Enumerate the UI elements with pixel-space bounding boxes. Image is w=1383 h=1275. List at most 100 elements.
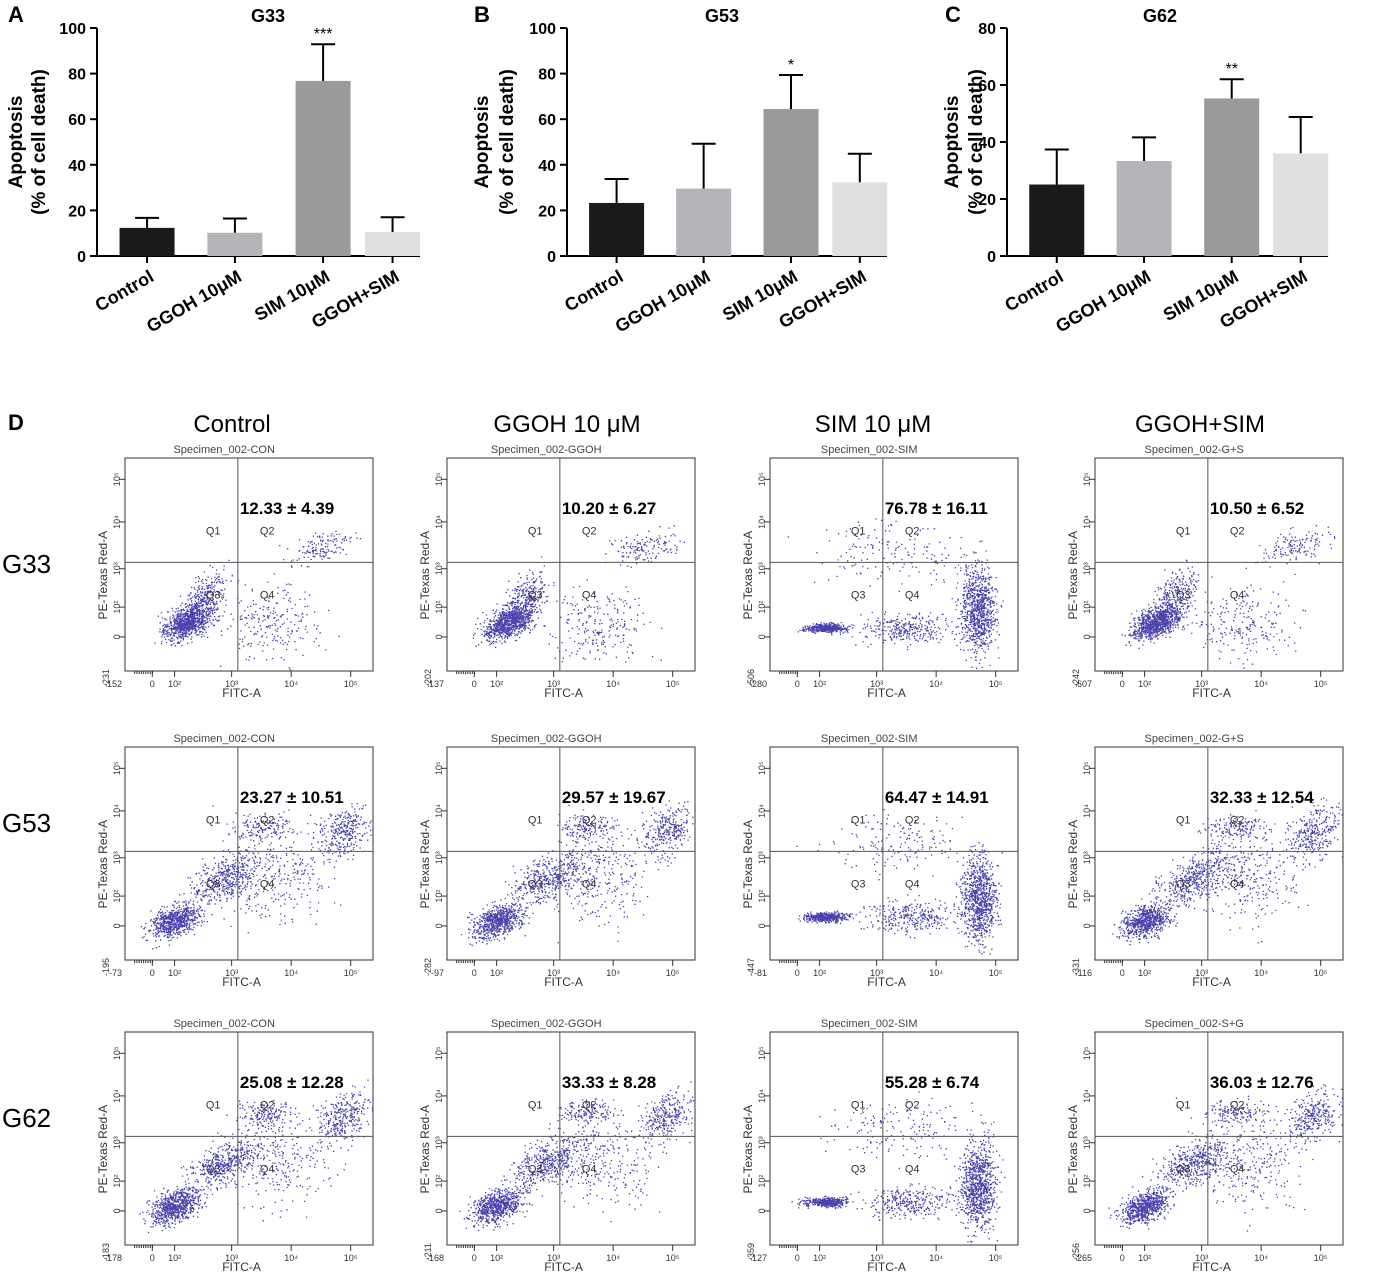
y-tick-label: 100: [529, 21, 556, 38]
x-tick-label: 0: [795, 679, 800, 689]
x-tick-label: 10⁴: [606, 1253, 620, 1263]
x-tick-label: 10⁴: [929, 679, 943, 689]
plot-frame: [1094, 457, 1344, 672]
quadrant-label: Q4: [1230, 1163, 1245, 1175]
quadrant-label: Q1: [851, 814, 866, 826]
flow-plot: Specimen_002-GGOH Q1 Q2 Q3 Q4 33.33 ± 8.28 FIT…: [418, 1018, 696, 1274]
bar: [119, 227, 175, 256]
x-axis-label: FITC-A: [867, 686, 906, 700]
quadrant-label: Q3: [528, 878, 543, 890]
specimen-label: Specimen_002-G+S: [1145, 444, 1244, 456]
y-tick-label: 10⁵: [434, 472, 444, 486]
x-tick-label: 10²: [813, 1253, 826, 1263]
y-tick-label: 80: [538, 67, 556, 84]
flow-plot: Specimen_002-SIM Q1 Q2 Q3 Q4 76.78 ± 16.11 FIT…: [741, 444, 1019, 700]
y-tick-label: 10²: [434, 1175, 444, 1188]
x-axis-label: FITC-A: [1192, 1260, 1231, 1274]
y-tick-label: 10²: [1082, 601, 1092, 614]
x-tick-label: 10⁴: [284, 968, 298, 978]
y-tick-label: 10⁵: [757, 472, 767, 486]
apoptosis-annotation: 33.33 ± 8.28: [562, 1073, 656, 1092]
specimen-label: Specimen_002-S+G: [1145, 1018, 1244, 1030]
x-tick-label: 10⁵: [344, 968, 358, 978]
apoptosis-annotation: 23.27 ± 10.51: [240, 788, 344, 807]
y-tick-label: 60: [538, 112, 556, 129]
x-tick-label: 10⁴: [606, 679, 620, 689]
scatter-points: [472, 525, 685, 663]
specimen-label: Specimen_002-CON: [173, 733, 275, 745]
y-tick-label: 40: [978, 135, 996, 152]
quadrant-label: Q4: [905, 1163, 920, 1175]
apoptosis-annotation: 55.28 ± 6.74: [885, 1073, 980, 1092]
x-tick-label: 0: [472, 1253, 477, 1263]
x-min-label: -265: [1074, 1253, 1092, 1263]
quadrant-label: Q1: [206, 525, 221, 537]
y-tick-label: 10⁵: [757, 1046, 767, 1060]
x-min-label: -280: [749, 679, 767, 689]
quadrant-label: Q3: [1176, 589, 1191, 601]
y-tick-label: 20: [538, 203, 556, 220]
y-tick-label: 0: [434, 634, 444, 639]
y-tick-label: 10⁴: [434, 1089, 444, 1103]
x-tick-label: 10²: [168, 968, 181, 978]
x-tick-label: GGOH 10μM: [143, 266, 245, 336]
y-tick-label: 10²: [434, 890, 444, 903]
x-tick-label: 10³: [225, 679, 238, 689]
quadrant-label: Q1: [1176, 814, 1191, 826]
quadrant-label: Q1: [528, 525, 543, 537]
quadrant-label: Q4: [260, 1163, 275, 1175]
y-tick-label: 10²: [434, 601, 444, 614]
y-min-label: -282: [423, 958, 433, 976]
quadrant-label: Q2: [1230, 1099, 1245, 1111]
specimen-label: Specimen_002-SIM: [821, 444, 918, 456]
y-tick-label: 10⁴: [757, 515, 767, 529]
plot-frame: [769, 457, 1019, 672]
scatter-points: [791, 1091, 1006, 1243]
x-tick-label: Control: [1001, 266, 1066, 315]
y-tick-label: 10⁵: [1082, 1046, 1092, 1060]
x-tick-label: 10⁵: [666, 679, 680, 689]
y-tick-label: 100: [59, 21, 86, 38]
scatter-points: [1112, 797, 1344, 946]
plot-frame: [769, 746, 1019, 961]
x-tick-label: 10⁴: [1254, 968, 1268, 978]
bar: [1116, 161, 1172, 256]
quadrant-label: Q1: [528, 1099, 543, 1111]
y-tick-label: 0: [757, 634, 767, 639]
flow-plot: Specimen_002-G+S Q1 Q2 Q3 Q4 32.33 ± 12.54 FIT…: [1066, 733, 1344, 989]
specimen-label: Specimen_002-CON: [173, 1018, 275, 1030]
quadrant-label: Q2: [260, 1099, 275, 1111]
y-min-label: -256: [1071, 1243, 1081, 1261]
x-min-label: -607: [1074, 679, 1092, 689]
x-tick-label: 0: [150, 968, 155, 978]
x-tick-label: Control: [92, 266, 157, 315]
plot-frame: [769, 1031, 1019, 1246]
x-tick-label: 10⁵: [1314, 968, 1328, 978]
scatter-points: [154, 530, 362, 671]
y-min-label: -447: [746, 958, 756, 976]
x-tick-label: 10⁵: [1314, 1253, 1328, 1263]
significance-label: **: [1225, 61, 1237, 78]
panel-letter: A: [8, 2, 24, 27]
y-tick-label: 10⁵: [112, 761, 122, 775]
bar: [365, 232, 421, 256]
x-axis-label: FITC-A: [222, 686, 261, 700]
flow-plot: Specimen_002-CON Q1 Q2 Q3 Q4 23.27 ± 10.51 FIT…: [96, 733, 374, 989]
panel-letter: C: [945, 2, 961, 27]
panel-letter: D: [8, 410, 24, 435]
bar: [295, 80, 351, 257]
apoptosis-annotation: 25.08 ± 12.28: [240, 1073, 344, 1092]
y-axis-label: PE-Texas Red-A: [741, 1105, 755, 1194]
flow-plot: Specimen_002-SIM Q1 Q2 Q3 Q4 55.28 ± 6.74 FITC…: [741, 1018, 1019, 1274]
quadrant-label: Q3: [1176, 1163, 1191, 1175]
y-tick-label: 10⁵: [434, 761, 444, 775]
y-tick-label: 10²: [757, 601, 767, 614]
x-min-label: -137: [426, 679, 444, 689]
scatter-points: [1121, 525, 1336, 669]
x-tick-label: 10⁴: [284, 679, 298, 689]
x-min-label: -81: [754, 968, 767, 978]
y-axis-label: PE-Texas Red-A: [418, 531, 432, 620]
x-tick-label: 10⁴: [929, 1253, 943, 1263]
quadrant-label: Q1: [1176, 525, 1191, 537]
quadrant-label: Q2: [260, 814, 275, 826]
